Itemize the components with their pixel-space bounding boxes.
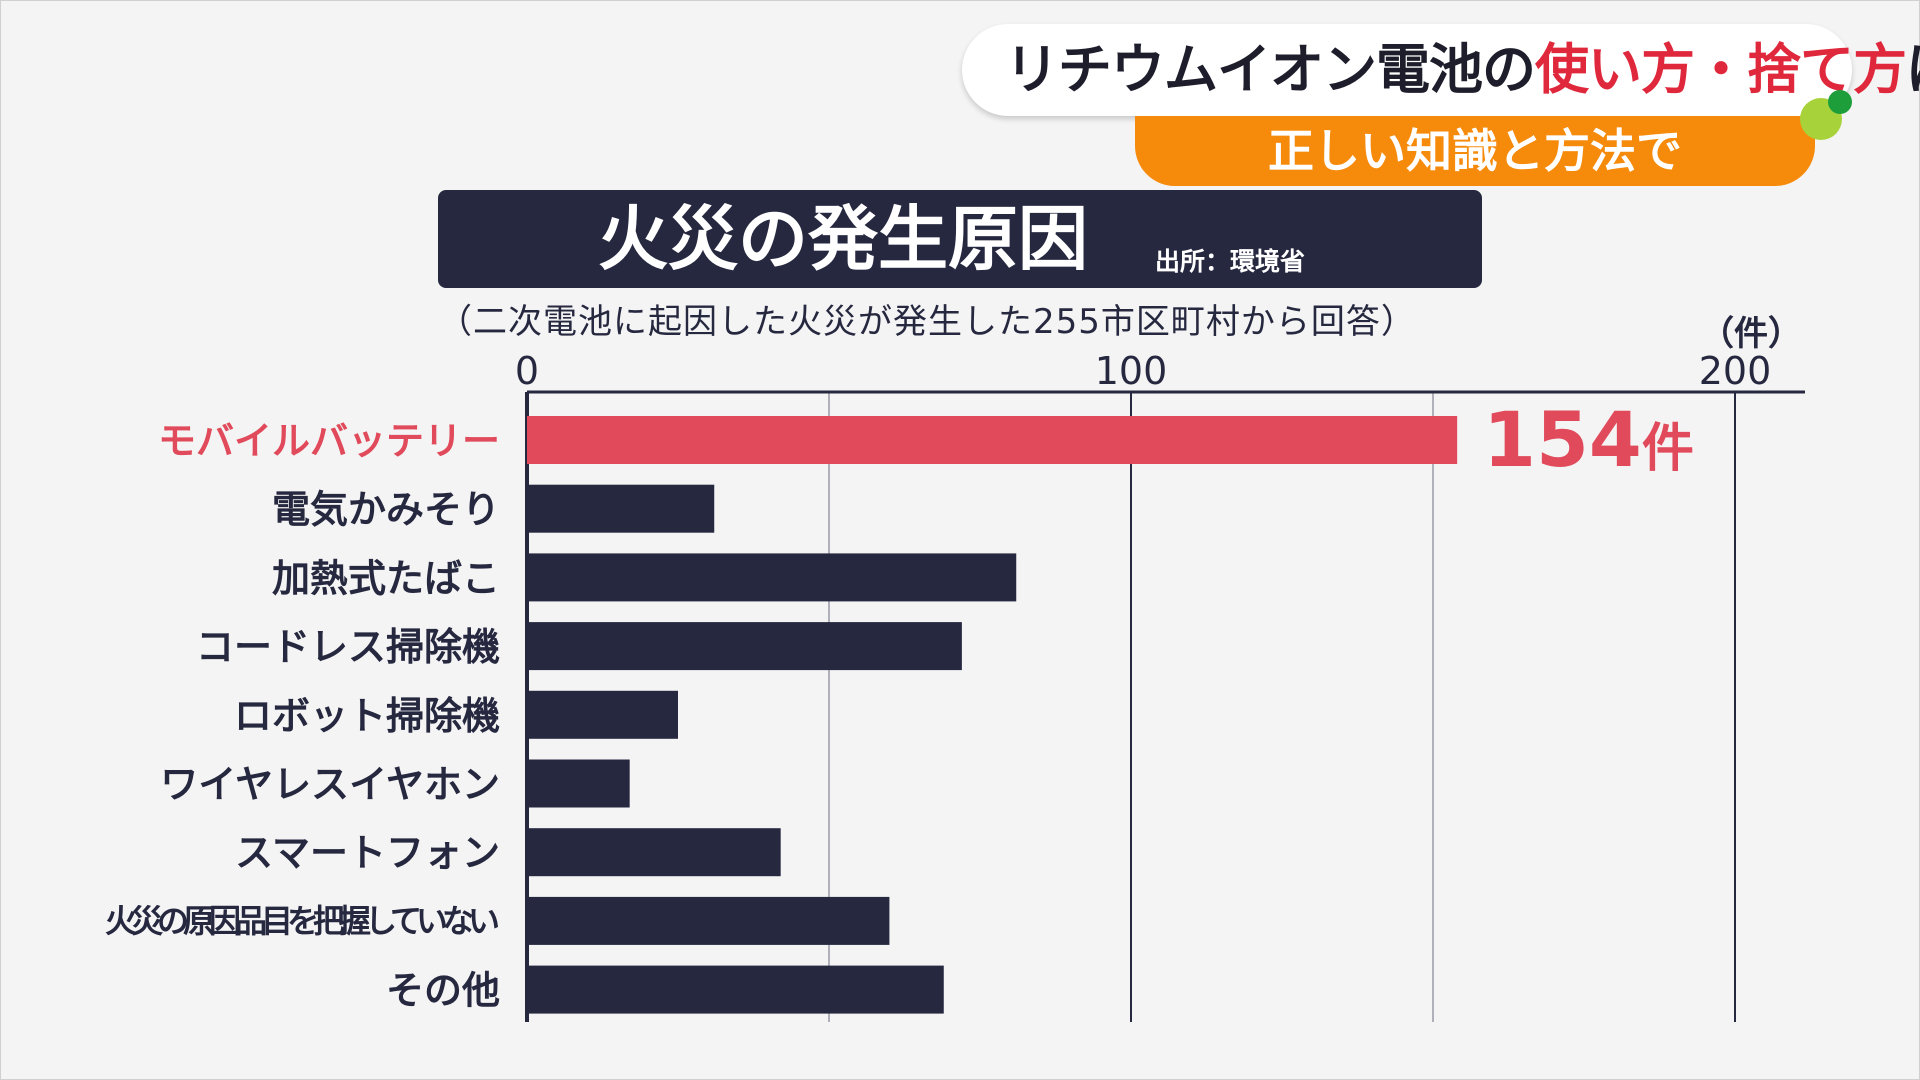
axis-unit-label: （件） xyxy=(1700,314,1802,354)
headline-part1: リチウムイオン電池の xyxy=(1005,38,1536,101)
headline-caption-box xyxy=(962,24,1852,116)
category-label: 火災の原因品目を把握していない xyxy=(105,902,500,940)
category-label: ワイヤレスイヤホン xyxy=(160,763,500,807)
category-label: モバイルバッテリー xyxy=(158,419,500,463)
category-label: ロボット掃除機 xyxy=(234,694,500,738)
category-label: 電気かみそり xyxy=(272,488,500,532)
chart-title-box xyxy=(438,190,1482,288)
bar xyxy=(527,416,1458,464)
bar xyxy=(527,622,962,671)
bar xyxy=(527,553,1017,602)
category-label: コードレス掃除機 xyxy=(196,625,500,669)
channel-logo-dot-icon xyxy=(1828,90,1852,114)
x-tick-label: 200 xyxy=(1699,349,1772,393)
bar xyxy=(527,896,890,945)
x-tick-label: 100 xyxy=(1095,349,1168,393)
bar xyxy=(527,690,678,739)
bar xyxy=(527,484,715,533)
headline-part2: は？ xyxy=(1906,38,1920,101)
bar xyxy=(527,828,781,877)
category-label: その他 xyxy=(386,969,500,1013)
chart-title: 火災の発生原因 xyxy=(598,198,1088,280)
chart-source: 出所：環境省 xyxy=(1155,247,1306,276)
subline-caption-band xyxy=(1135,116,1815,186)
subline-caption: 正しい知識と方法で xyxy=(1268,124,1682,178)
bar xyxy=(527,965,944,1014)
category-label: スマートフォン xyxy=(235,831,500,875)
highlight-data-label: 154件 xyxy=(1483,395,1694,484)
bar xyxy=(527,759,630,808)
chart-subtitle: （二次電池に起因した火災が発生した255市区町村から回答） xyxy=(438,302,1416,342)
x-tick-label: 0 xyxy=(515,349,539,393)
category-label: 加熱式たばこ xyxy=(272,556,500,600)
